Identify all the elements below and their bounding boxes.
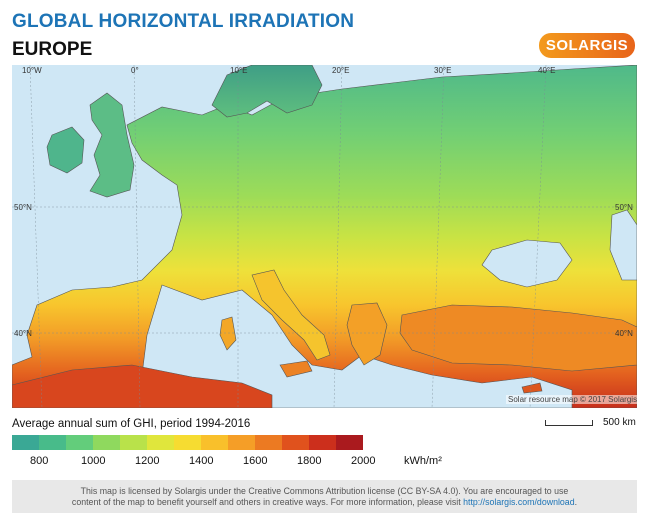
legend-swatch-1 (39, 435, 66, 450)
legend-swatch-7 (201, 435, 228, 450)
legend-swatch-8 (228, 435, 255, 450)
lat-label-40n-right: 40°N (615, 329, 633, 338)
lon-label-10w: 10°W (22, 66, 42, 75)
caspian-sea (609, 209, 637, 281)
lon-label-20e: 20°E (332, 66, 350, 75)
legend-swatch-2 (66, 435, 93, 450)
lon-label-0: 0° (131, 66, 139, 75)
turkey (399, 304, 637, 372)
greece (346, 302, 388, 366)
lon-label-40e: 40°E (538, 66, 556, 75)
ireland (46, 126, 85, 174)
footer-line-1: This map is licensed by Solargis under t… (80, 485, 569, 496)
legend-title: Average annual sum of GHI, period 1994-2… (12, 418, 251, 430)
footer-line-2-text: content of the map to benefit yourself a… (71, 496, 461, 507)
solargis-logo[interactable]: SOLARGIS (539, 33, 635, 58)
lat-label-50n-right: 50°N (615, 203, 633, 212)
sicily (279, 360, 313, 378)
scale-bar (545, 420, 593, 426)
sardinia (219, 316, 237, 351)
lon-label-10e: 10°E (230, 66, 248, 75)
legend-swatch-11 (309, 435, 336, 450)
legend-unit: kWh/m² (404, 455, 442, 467)
legend-swatch-4 (120, 435, 147, 450)
italy (251, 269, 331, 361)
map-copyright: Solar resource map © 2017 Solargis (506, 395, 640, 404)
legend-swatch-6 (174, 435, 201, 450)
map-title: GLOBAL HORIZONTAL IRRADIATION (12, 11, 355, 32)
legend-swatch-10 (282, 435, 309, 450)
legend-colorbar (12, 435, 363, 450)
black-sea (481, 239, 573, 288)
legend-swatch-3 (93, 435, 120, 450)
north-africa (12, 364, 273, 408)
legend-tick-2000: 2000 (351, 455, 376, 467)
graticule (12, 65, 637, 408)
map-subtitle: EUROPE (12, 39, 93, 60)
legend-tick-1000: 1000 (81, 455, 106, 467)
lat-label-50n-left: 50°N (14, 203, 32, 212)
great-britain (89, 92, 135, 198)
footer-line-2-end: . (574, 496, 578, 507)
legend-swatch-5 (147, 435, 174, 450)
download-link[interactable]: http://solargis.com/download (463, 496, 575, 507)
irradiation-map[interactable] (12, 65, 637, 408)
legend-tick-800: 800 (30, 455, 49, 467)
scale-label: 500 km (603, 417, 636, 428)
legend-swatch-0 (12, 435, 39, 450)
footer-line-2: content of the map to benefit yourself a… (12, 497, 637, 508)
lat-label-40n-left: 40°N (14, 329, 32, 338)
legend-tick-1200: 1200 (135, 455, 160, 467)
cyprus (521, 382, 543, 394)
lon-label-30e: 30°E (434, 66, 452, 75)
legend-swatch-9 (255, 435, 282, 450)
legend-tick-1400: 1400 (189, 455, 214, 467)
license-footer: This map is licensed by Solargis under t… (12, 480, 637, 513)
legend-swatch-12 (336, 435, 363, 450)
scandinavia (211, 65, 323, 118)
legend-tick-1600: 1600 (243, 455, 268, 467)
legend-tick-1800: 1800 (297, 455, 322, 467)
